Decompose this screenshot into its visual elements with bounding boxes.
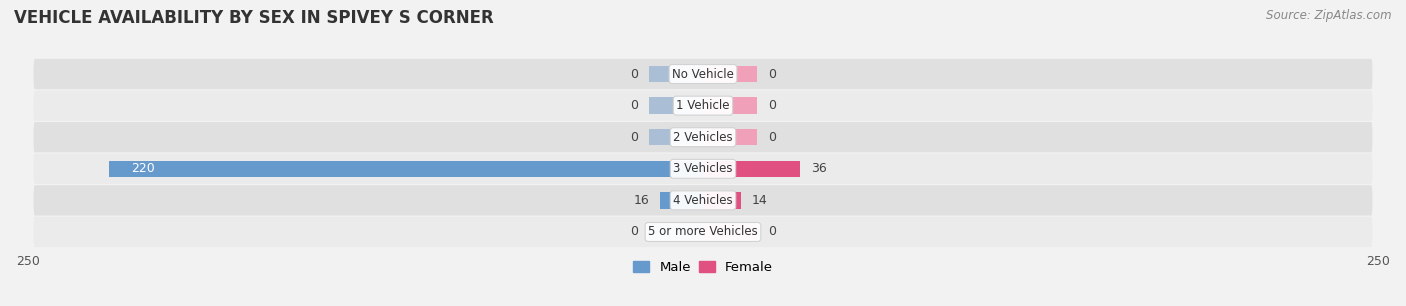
Text: 1 Vehicle: 1 Vehicle: [676, 99, 730, 112]
Bar: [650, 66, 703, 82]
FancyBboxPatch shape: [34, 154, 1372, 184]
FancyBboxPatch shape: [34, 91, 1372, 121]
Bar: [703, 66, 756, 82]
Bar: [703, 192, 741, 209]
Text: 0: 0: [630, 226, 638, 238]
Bar: [659, 192, 703, 209]
Text: Source: ZipAtlas.com: Source: ZipAtlas.com: [1267, 9, 1392, 22]
Bar: [703, 224, 756, 240]
Text: 3 Vehicles: 3 Vehicles: [673, 162, 733, 175]
Legend: Male, Female: Male, Female: [627, 256, 779, 280]
Text: 4 Vehicles: 4 Vehicles: [673, 194, 733, 207]
Text: 0: 0: [768, 226, 776, 238]
Text: 0: 0: [768, 68, 776, 80]
Bar: [650, 129, 703, 145]
Text: 2 Vehicles: 2 Vehicles: [673, 131, 733, 144]
Text: No Vehicle: No Vehicle: [672, 68, 734, 80]
Text: 0: 0: [768, 99, 776, 112]
Text: 0: 0: [768, 131, 776, 144]
FancyBboxPatch shape: [34, 59, 1372, 89]
Bar: [703, 129, 756, 145]
Text: 0: 0: [630, 99, 638, 112]
Text: 36: 36: [811, 162, 827, 175]
Bar: [650, 224, 703, 240]
Bar: [703, 97, 756, 114]
Text: 220: 220: [131, 162, 155, 175]
Text: VEHICLE AVAILABILITY BY SEX IN SPIVEY S CORNER: VEHICLE AVAILABILITY BY SEX IN SPIVEY S …: [14, 9, 494, 27]
Text: 16: 16: [633, 194, 650, 207]
Text: 0: 0: [630, 131, 638, 144]
Bar: [650, 97, 703, 114]
Text: 0: 0: [630, 68, 638, 80]
Bar: [110, 161, 703, 177]
FancyBboxPatch shape: [34, 217, 1372, 247]
Bar: [703, 161, 800, 177]
Text: 14: 14: [752, 194, 768, 207]
FancyBboxPatch shape: [34, 122, 1372, 152]
FancyBboxPatch shape: [34, 185, 1372, 215]
Text: 5 or more Vehicles: 5 or more Vehicles: [648, 226, 758, 238]
